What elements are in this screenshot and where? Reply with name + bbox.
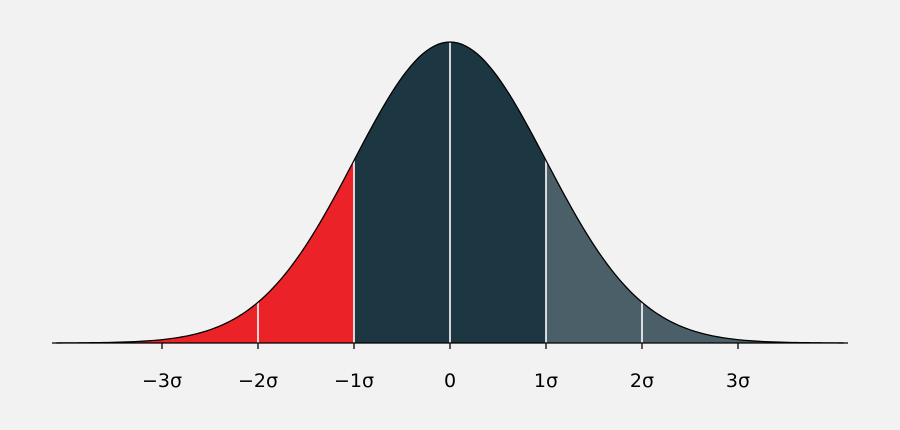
tick-label-minus-3-sigma: −3σ xyxy=(142,370,182,392)
x-axis-tick-labels: −3σ −2σ −1σ 0 1σ 2σ 3σ xyxy=(142,370,750,392)
region-2 xyxy=(546,160,844,343)
region-0 xyxy=(56,160,355,343)
tick-label-1-sigma: 1σ xyxy=(534,370,558,392)
tick-label-minus-1-sigma: −1σ xyxy=(334,370,374,392)
tick-label-3-sigma: 3σ xyxy=(726,370,750,392)
bell-curve-outline xyxy=(56,41,844,344)
sigma-divider-lines xyxy=(257,42,643,343)
tick-label-zero: 0 xyxy=(444,370,456,392)
x-axis-ticks xyxy=(161,343,739,349)
tick-label-2-sigma: 2σ xyxy=(630,370,654,392)
tick-label-minus-2-sigma: −2σ xyxy=(238,370,278,392)
